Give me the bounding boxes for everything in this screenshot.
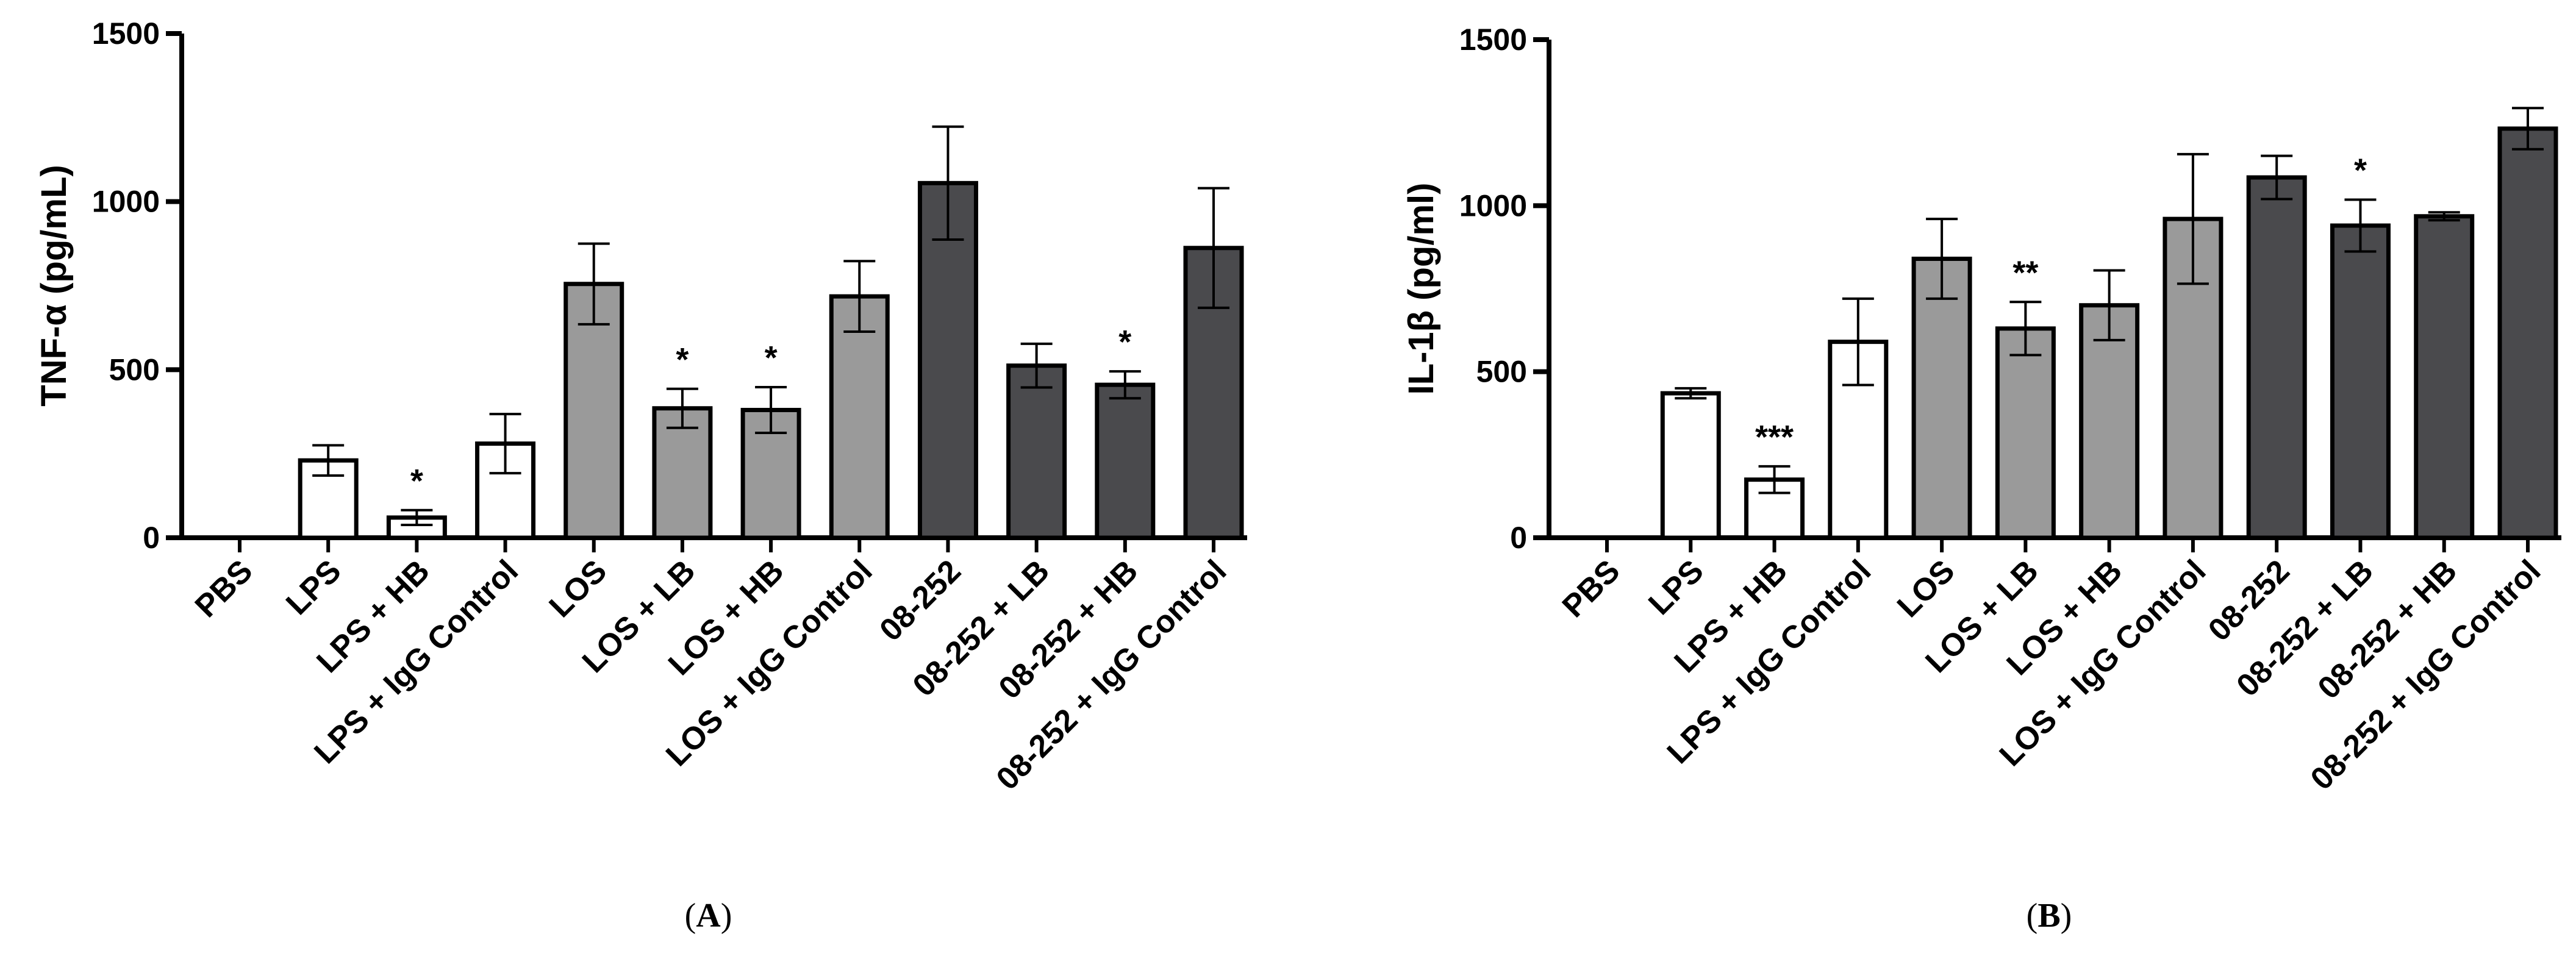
- significance-marker: *: [1118, 324, 1131, 360]
- significance-marker: *: [765, 340, 778, 376]
- y-tick-label: 0: [1510, 521, 1527, 555]
- bar: [1095, 382, 1156, 540]
- y-tick-label: 1000: [92, 185, 160, 219]
- bar: [1006, 363, 1067, 540]
- y-tick-label: 1500: [1459, 23, 1527, 57]
- significance-marker: **: [2012, 254, 2038, 291]
- y-axis-title: IL-1β (pg/ml): [1401, 183, 1441, 395]
- x-tick-label: LPS: [279, 553, 348, 622]
- panel-label: (A): [685, 897, 732, 935]
- x-tick-label: LOS: [543, 553, 614, 624]
- bar: [2246, 175, 2307, 540]
- y-axis-title: TNF-α (pg/mL): [34, 165, 74, 406]
- y-tick-label: 0: [143, 521, 160, 555]
- y-tick-label: 500: [109, 352, 160, 387]
- bar: [2497, 126, 2558, 540]
- x-tick-label: PBS: [188, 553, 260, 624]
- y-tick-label: 1500: [92, 16, 160, 51]
- x-tick-label: PBS: [1556, 553, 1627, 624]
- panel-label: (B): [2027, 897, 2072, 935]
- x-tick-label: LOS: [1891, 553, 1962, 624]
- bar: [1660, 391, 1721, 540]
- bar: [2414, 214, 2475, 540]
- significance-marker: *: [410, 463, 423, 499]
- y-tick-label: 1000: [1459, 188, 1527, 223]
- x-tick-label: LPS: [1642, 553, 1711, 622]
- y-tick-label: 500: [1476, 355, 1527, 389]
- significance-marker: *: [676, 341, 689, 378]
- bar: [1995, 326, 2056, 540]
- bar: [1911, 256, 1972, 540]
- bar: [829, 294, 890, 540]
- significance-marker: ***: [1755, 419, 1794, 455]
- bar: [2330, 223, 2391, 540]
- bar: [564, 282, 624, 540]
- significance-marker: *: [2354, 152, 2367, 189]
